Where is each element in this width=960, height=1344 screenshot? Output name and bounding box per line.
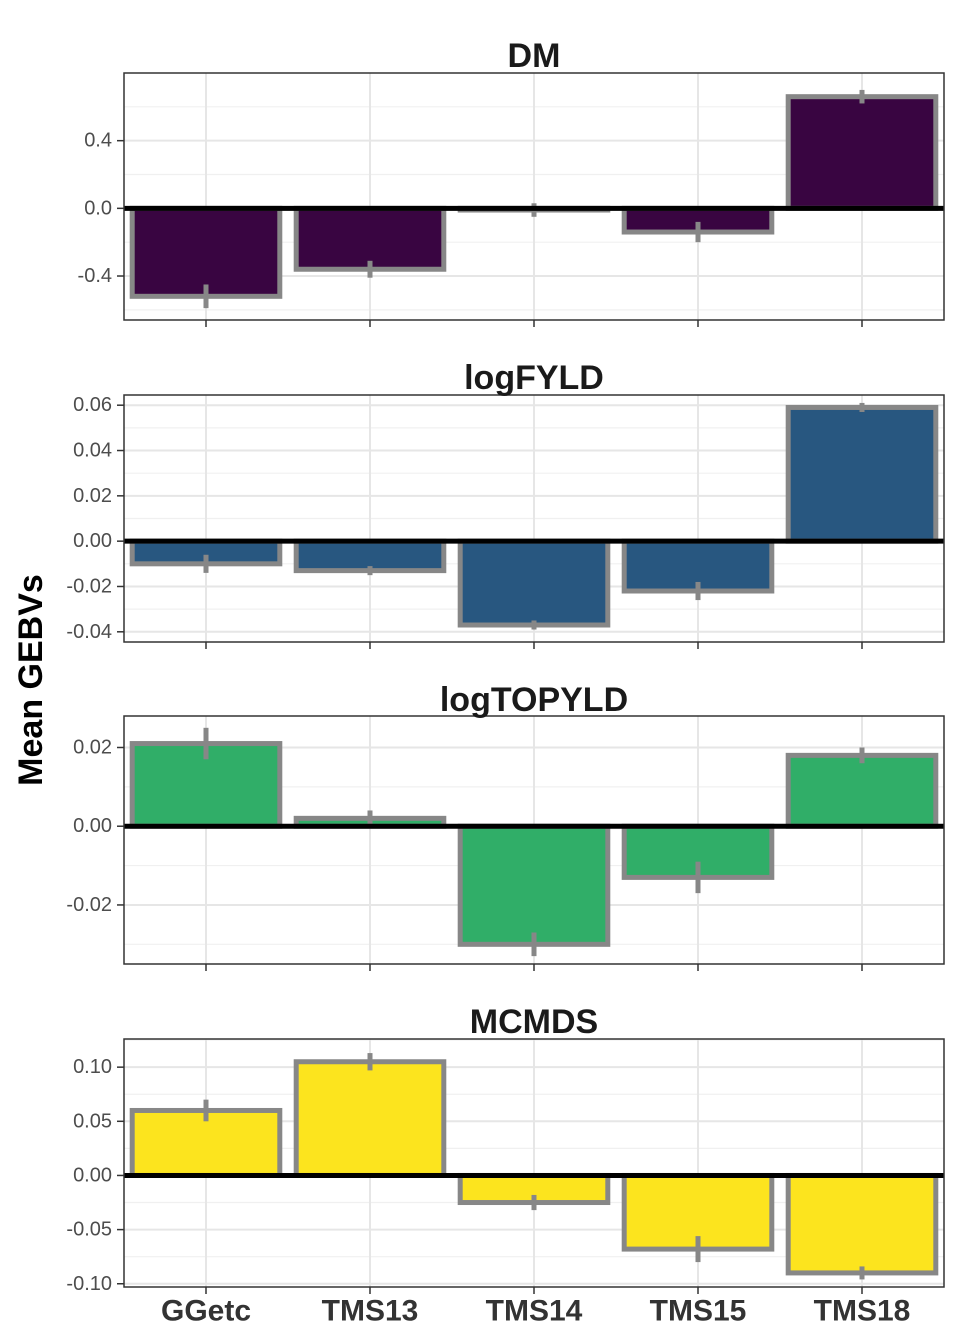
y-tick-label: 0.06 — [73, 394, 112, 416]
y-tick-label: 0.0 — [84, 197, 112, 219]
x-tick-label-tms14: TMS14 — [486, 1295, 583, 1328]
y-tick-label: -0.10 — [66, 1273, 112, 1295]
bar-tms13 — [293, 1059, 447, 1178]
y-tick-label: -0.04 — [66, 621, 112, 643]
bar-tms18 — [785, 1172, 939, 1276]
panel-logfyld: -0.04 -0.02 0.00 0.02 0.04 0.06 logFYLD — [66, 359, 945, 649]
panels: -0.4 0.0 0.4 DM -0.04 -0.02 0.00 0.02 0.04 0.06 lo… — [66, 37, 945, 1295]
panel-title: DM — [508, 37, 561, 75]
y-tick-label: 0.4 — [84, 130, 112, 152]
bar-tms18 — [785, 752, 939, 829]
x-tick-label-tms18: TMS18 — [814, 1295, 911, 1328]
y-axis-title: Mean GEBVs — [12, 574, 50, 786]
y-tick-label: -0.05 — [66, 1219, 112, 1241]
y-tick-label: 0.00 — [73, 530, 112, 552]
panel-dm: -0.4 0.0 0.4 DM — [78, 37, 945, 327]
x-tick-label-tms13: TMS13 — [322, 1295, 419, 1328]
y-tick-label: 0.02 — [73, 736, 112, 758]
bar-tms18 — [785, 94, 939, 211]
panel-logtopyld: -0.02 0.00 0.02 logTOPYLD — [66, 681, 945, 971]
y-tick-label: -0.02 — [66, 894, 112, 916]
y-tick-label: 0.10 — [73, 1056, 112, 1078]
y-tick-label: 0.00 — [73, 815, 112, 837]
bar-tms13 — [293, 205, 447, 272]
bar-ggetc — [129, 205, 283, 299]
y-tick-label: 0.05 — [73, 1110, 112, 1132]
y-tick-label: -0.4 — [78, 265, 112, 287]
y-tick-label: 0.04 — [73, 440, 112, 462]
y-tick-label: 0.02 — [73, 485, 112, 507]
panel-title: MCMDS — [470, 1003, 598, 1041]
y-tick-label: 0.00 — [73, 1164, 112, 1186]
bar-tms14 — [457, 823, 611, 947]
panel-mcmds: -0.10 -0.05 0.00 0.05 0.10 MCMDS — [66, 1003, 945, 1295]
y-tick-label: -0.02 — [66, 575, 112, 597]
x-tick-label-ggetc: GGetc — [161, 1295, 251, 1328]
x-axis: GGetc TMS13 TMS14 TMS15 TMS18 — [161, 1295, 910, 1328]
panel-title: logTOPYLD — [440, 681, 628, 719]
bar-tms14 — [457, 538, 611, 628]
bar-tms18 — [785, 404, 939, 544]
x-tick-label-tms15: TMS15 — [650, 1295, 747, 1328]
panel-title: logFYLD — [464, 359, 604, 397]
